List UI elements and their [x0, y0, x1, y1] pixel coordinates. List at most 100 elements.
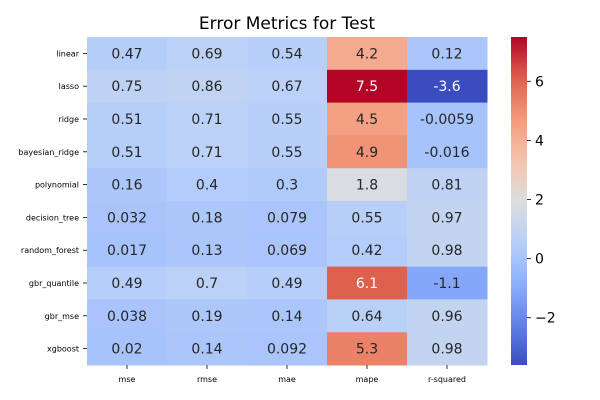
heatmap-cell — [247, 135, 328, 169]
colorbar-tick-label: 2 — [535, 193, 544, 209]
heatmap-cell — [87, 135, 168, 169]
row-label: gbr_quantile — [29, 279, 79, 288]
chart-title: Error Metrics for Test — [199, 14, 376, 34]
cell-value-label: 0.49 — [111, 276, 142, 292]
cell-value-label: 0.069 — [267, 243, 307, 259]
cell-value-label: 0.038 — [107, 309, 147, 325]
cell-value-label: -0.016 — [424, 145, 469, 161]
heatmap-cell — [87, 332, 168, 366]
heatmap-cell — [167, 201, 248, 235]
heatmap-cell — [327, 299, 408, 333]
heatmap-cell — [407, 266, 488, 300]
cell-value-label: 0.47 — [111, 46, 142, 62]
cell-value-label: 0.42 — [351, 243, 382, 259]
heatmap-cell — [327, 135, 408, 169]
column-label: r-squared — [428, 375, 466, 384]
heatmap-cell — [87, 37, 168, 71]
cell-value-label: 0.079 — [267, 210, 307, 226]
row-label: decision_tree — [26, 213, 79, 222]
heatmap-cell — [247, 299, 328, 333]
cell-value-label: 0.71 — [191, 112, 222, 128]
cell-value-label: 0.017 — [107, 243, 147, 259]
column-label: mae — [278, 375, 296, 384]
cell-value-label: 0.02 — [111, 342, 142, 358]
column-labels: mse rmse mae mape r-squared — [119, 365, 466, 384]
cell-value-label: 4.5 — [356, 112, 378, 128]
row-labels: linear lasso ridge bayesian_ridge polynomial… — [18, 49, 87, 354]
cell-value-label: 7.5 — [356, 79, 378, 95]
heatmap-cell — [167, 332, 248, 366]
cell-value-label: 0.55 — [271, 145, 302, 161]
column-label: mape — [356, 375, 379, 384]
heatmap-cell — [407, 168, 488, 202]
heatmap-cells: 0.47 0.69 0.54 4.2 0.12 0.75 0.86 0.67 7.5 -3.6 0.… — [87, 37, 488, 366]
cell-value-label: -3.6 — [433, 79, 460, 95]
cell-value-label: 5.3 — [356, 342, 378, 358]
cell-value-label: 6.1 — [356, 276, 378, 292]
colorbar-tick-label: 0 — [535, 252, 544, 268]
heatmap-cell — [167, 69, 248, 104]
heatmap-cell — [87, 299, 168, 333]
cell-value-label: 0.55 — [271, 112, 302, 128]
heatmap-cell — [87, 266, 168, 300]
heatmap-cell — [247, 102, 328, 136]
cell-value-label: 0.13 — [191, 243, 222, 259]
row-label: ridge — [58, 115, 79, 124]
heatmap-cell — [87, 233, 168, 268]
cell-value-label: 0.71 — [191, 145, 222, 161]
heatmap-cell — [167, 299, 248, 333]
cell-value-label: 0.14 — [271, 309, 302, 325]
heatmap-cell — [167, 135, 248, 169]
heatmap-cell — [407, 102, 488, 136]
heatmap-cell — [247, 201, 328, 235]
row-label: polynomial — [35, 181, 79, 190]
cell-value-label: 0.12 — [431, 46, 462, 62]
colorbar-tick-label: 6 — [535, 74, 544, 90]
heatmap-cell — [87, 201, 168, 235]
heatmap-cell — [407, 37, 488, 71]
heatmap-cell — [247, 233, 328, 268]
cell-value-label: 0.49 — [271, 276, 302, 292]
heatmap-cell — [327, 332, 408, 366]
cell-value-label: 0.67 — [271, 79, 302, 95]
cell-value-label: 0.7 — [196, 276, 218, 292]
heatmap-cell — [167, 233, 248, 268]
heatmap-cell — [407, 69, 488, 104]
cell-value-label: 4.9 — [356, 145, 378, 161]
cell-value-label: 4.2 — [356, 46, 378, 62]
heatmap-cell — [167, 37, 248, 71]
heatmap-cell — [407, 135, 488, 169]
heatmap-cell — [167, 266, 248, 300]
cell-value-label: 0.64 — [351, 309, 382, 325]
cell-value-label: 0.69 — [191, 46, 222, 62]
cell-value-label: 0.3 — [276, 178, 298, 194]
heatmap-cell — [407, 332, 488, 366]
heatmap-cell — [327, 168, 408, 202]
cell-value-label: 0.81 — [431, 178, 462, 194]
cell-value-label: 0.19 — [191, 309, 222, 325]
cell-value-label: 0.98 — [431, 342, 462, 358]
cell-value-label: 0.54 — [271, 46, 302, 62]
colorbar-tick-label: −2 — [535, 311, 556, 327]
cell-value-label: 0.16 — [111, 178, 142, 194]
heatmap-cell — [167, 168, 248, 202]
column-label: rmse — [197, 375, 217, 384]
row-label: linear — [56, 49, 79, 58]
cell-value-label: 0.97 — [431, 210, 462, 226]
cell-value-label: 0.092 — [267, 342, 307, 358]
cell-value-label: 0.51 — [111, 112, 142, 128]
cell-value-label: 0.14 — [191, 342, 222, 358]
cell-value-label: 0.032 — [107, 210, 147, 226]
cell-value-label: 0.86 — [191, 79, 222, 95]
cell-value-label: -1.1 — [433, 276, 460, 292]
colorbar: −2 0 2 4 6 — [511, 37, 556, 365]
heatmap-cell — [327, 233, 408, 268]
cell-value-label: 0.55 — [351, 210, 382, 226]
cell-value-label: -0.0059 — [420, 112, 474, 128]
heatmap-cell — [407, 233, 488, 268]
heatmap-cell — [407, 299, 488, 333]
heatmap-cell — [327, 102, 408, 136]
row-label: bayesian_ridge — [18, 148, 79, 157]
heatmap-cell — [327, 37, 408, 71]
